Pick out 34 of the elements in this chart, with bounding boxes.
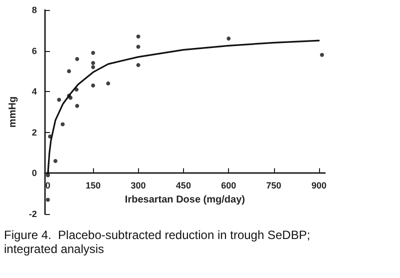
point [57,98,62,102]
point [320,52,324,57]
point [91,50,96,55]
point [226,36,231,41]
x-tick-label: 600 [221,180,236,191]
point [75,56,80,61]
y-tick-label: 2 [32,127,37,138]
point [91,65,96,70]
y-tick-label: -2 [28,209,37,219]
x-axis-title: Irbesartan Dose (mg/day) [124,194,245,206]
x-tick-label: 0 [45,180,50,191]
y-tick-label: 8 [32,5,37,15]
x-tick-label: 900 [311,180,326,191]
point [136,34,140,39]
point [75,104,80,108]
point [46,198,50,202]
y-axis-title: mmHg [8,96,18,128]
point [53,158,58,163]
x-tick-label: 750 [266,180,282,191]
point [136,44,140,49]
y-tick-label: 4 [32,86,37,97]
point [106,81,110,86]
y-tick-label: 0 [32,168,37,178]
point [91,83,96,88]
caption: Figure 4. Placebo-subtracted reduction in trough SeDBP; integrated analysis [4,228,314,256]
x-tick-label: 300 [130,180,146,191]
point [74,88,79,92]
point [60,122,65,126]
x-tick-label: 450 [176,180,191,191]
y-tick-label: 6 [32,46,37,56]
point [91,61,96,66]
point [136,63,140,68]
x-tick-label: 150 [86,180,101,191]
point [67,69,71,74]
